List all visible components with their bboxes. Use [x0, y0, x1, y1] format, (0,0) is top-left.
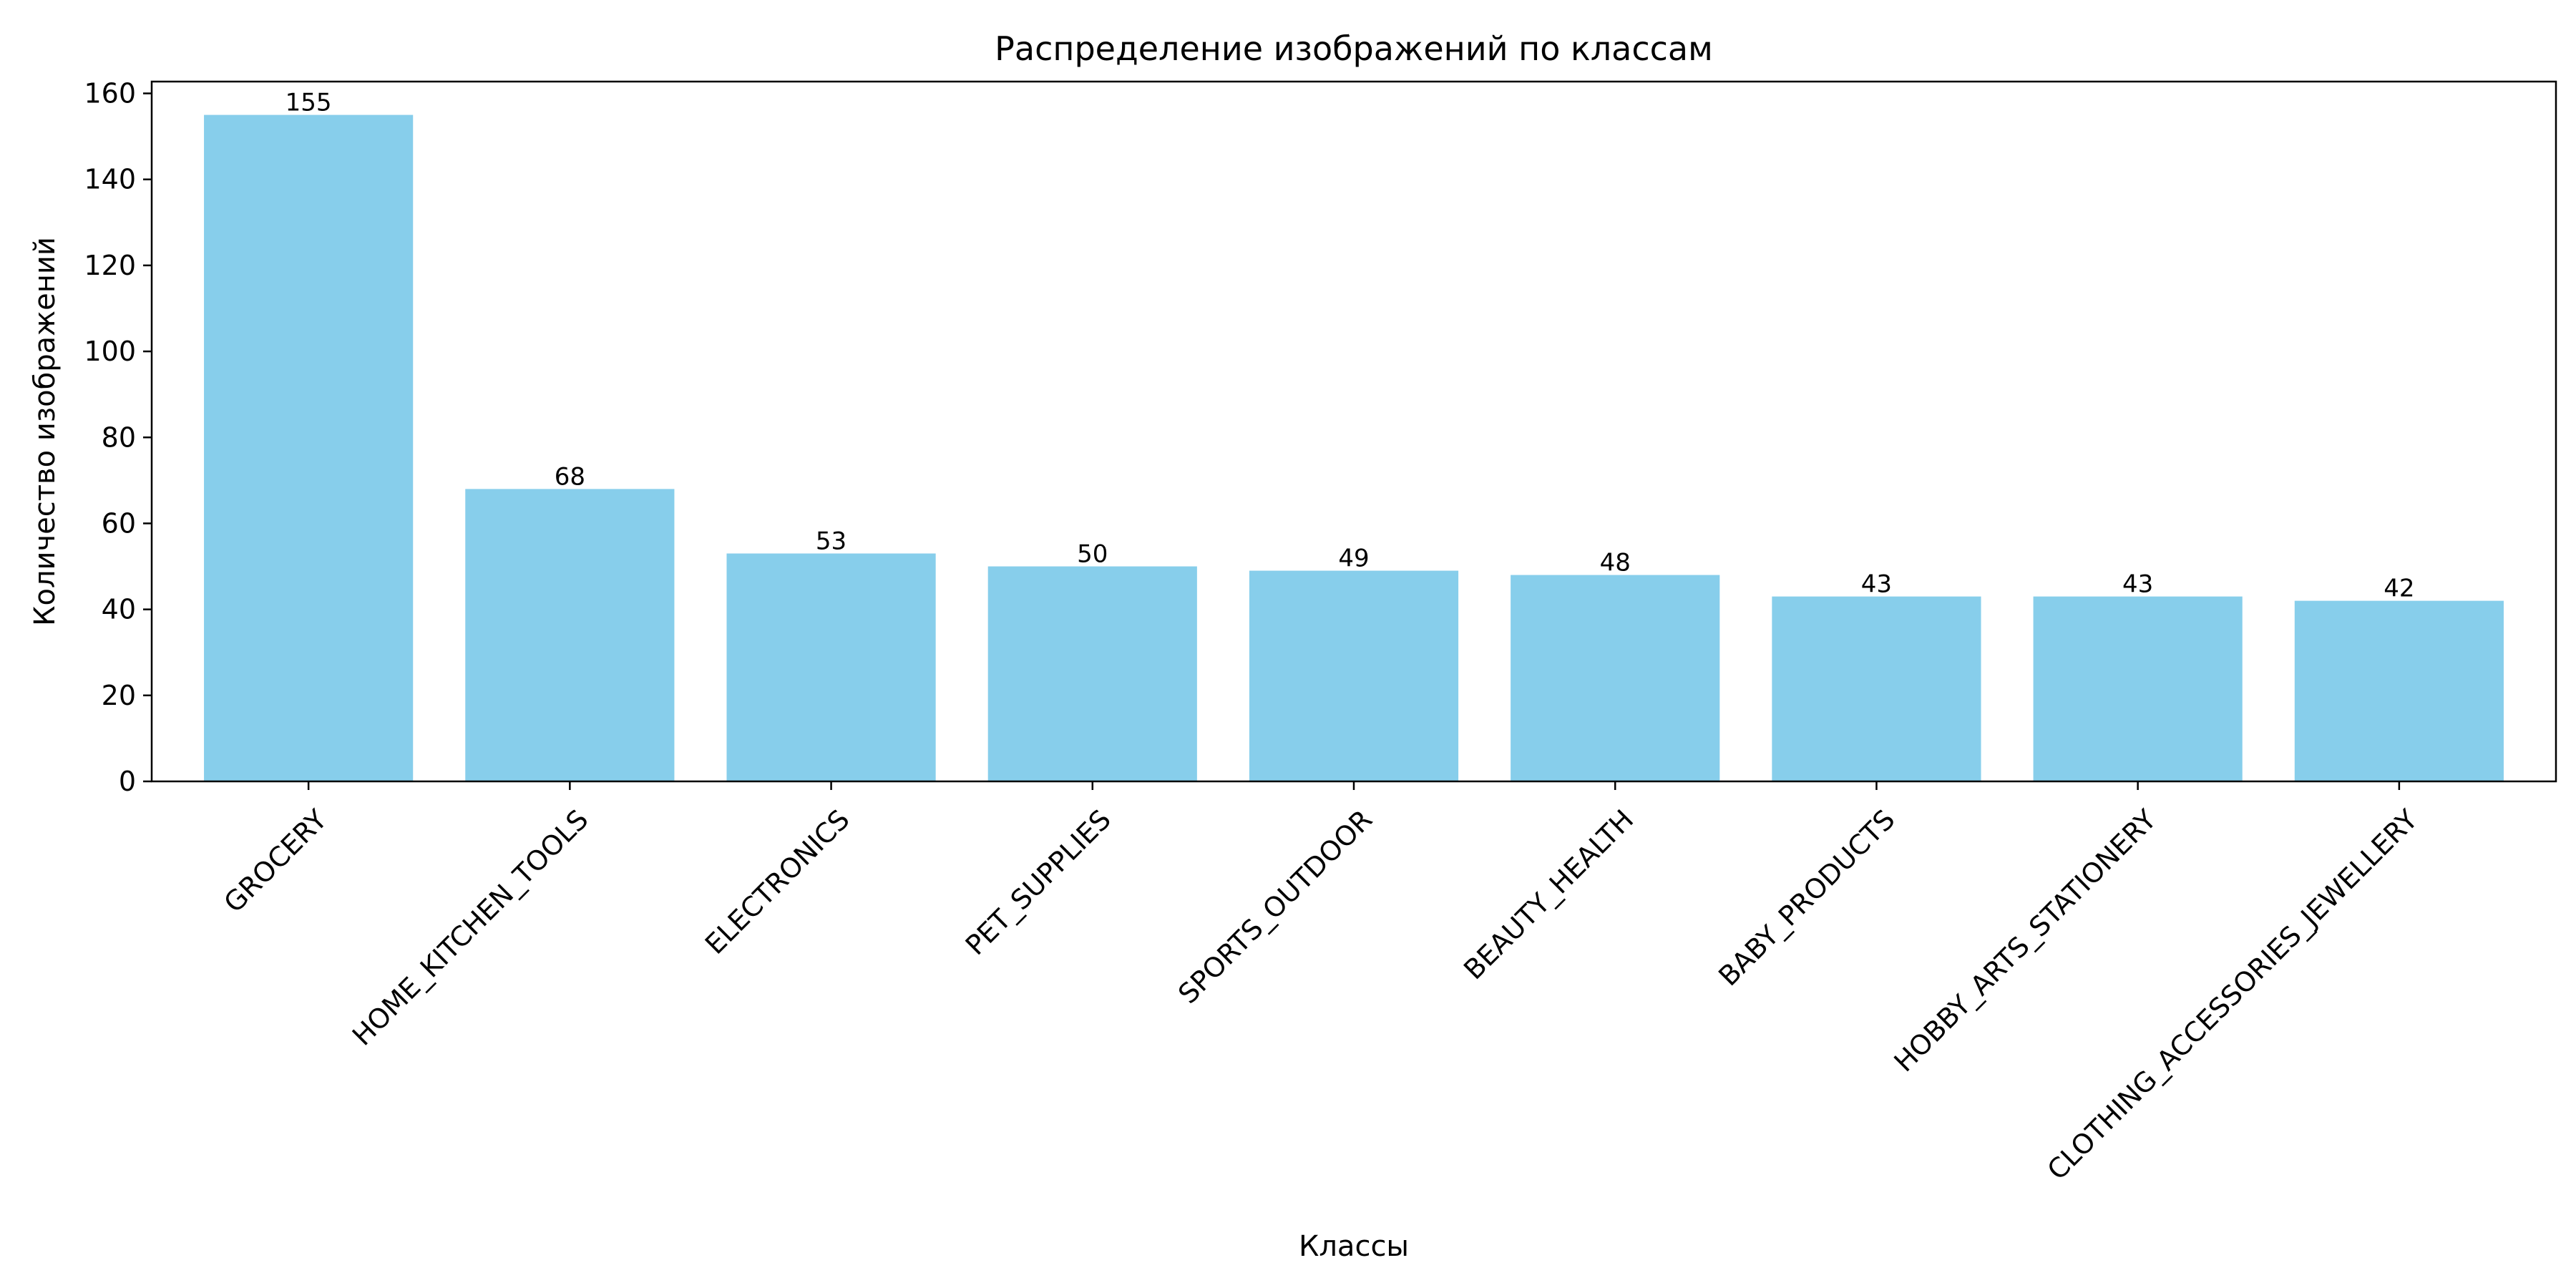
x-tick-label: GROCERY: [218, 804, 333, 919]
data-label: 53: [816, 527, 847, 556]
y-axis-label: Количество изображений: [29, 237, 62, 626]
y-tick-label: 160: [84, 78, 136, 109]
y-axis: 0 20 40 60 80 100 120 140 160: [84, 78, 152, 797]
bar: [204, 114, 414, 782]
bar: [2033, 596, 2243, 781]
y-tick-label: 0: [119, 766, 136, 797]
data-label: 48: [1600, 549, 1631, 577]
y-tick-label: 20: [102, 680, 136, 711]
data-label: 43: [1861, 570, 1892, 599]
bar: [987, 566, 1197, 781]
x-tick-label: BEAUTY_HEALTH: [1458, 804, 1639, 985]
y-tick-label: 80: [102, 421, 136, 453]
y-tick-label: 40: [102, 594, 136, 625]
data-labels-layer: 155 68 53 50 49 48 43 43 42: [286, 89, 2415, 603]
bar: [2294, 600, 2504, 781]
plot-frame: [150, 80, 2557, 783]
x-tick-label: BABY_PRODUCTS: [1712, 804, 1901, 992]
bar: [465, 489, 675, 781]
x-tick-label: SPORTS_OUTDOOR: [1172, 804, 1378, 1010]
bars-layer: [204, 114, 2504, 782]
y-tick-label: 60: [102, 507, 136, 539]
bar: [1772, 596, 1981, 781]
x-tick-label: HOME_KITCHEN_TOOLS: [346, 804, 595, 1052]
x-tick-label: PET_SUPPLIES: [960, 804, 1117, 961]
y-tick-label: 120: [84, 250, 136, 281]
x-axis: GROCERY HOME_KITCHEN_TOOLS ELECTRONICS PET_…: [218, 781, 2424, 1186]
bar: [1249, 570, 1459, 781]
data-label: 42: [2384, 575, 2414, 603]
chart-title: Распределение изображений по классам: [995, 29, 1713, 68]
bar: [726, 553, 936, 781]
data-label: 68: [555, 462, 585, 491]
y-tick-label: 140: [84, 164, 136, 195]
x-tick-label: ELECTRONICS: [699, 804, 856, 960]
data-label: 43: [2122, 570, 2153, 599]
data-label: 50: [1077, 540, 1108, 569]
x-tick-label: HOBBY_ARTS_STATIONERY: [1888, 803, 2162, 1078]
data-label: 49: [1338, 545, 1369, 573]
bar: [1511, 575, 1720, 781]
data-label: 155: [286, 89, 332, 117]
y-tick-label: 100: [84, 336, 136, 367]
x-axis-label: Классы: [1299, 1230, 1409, 1263]
